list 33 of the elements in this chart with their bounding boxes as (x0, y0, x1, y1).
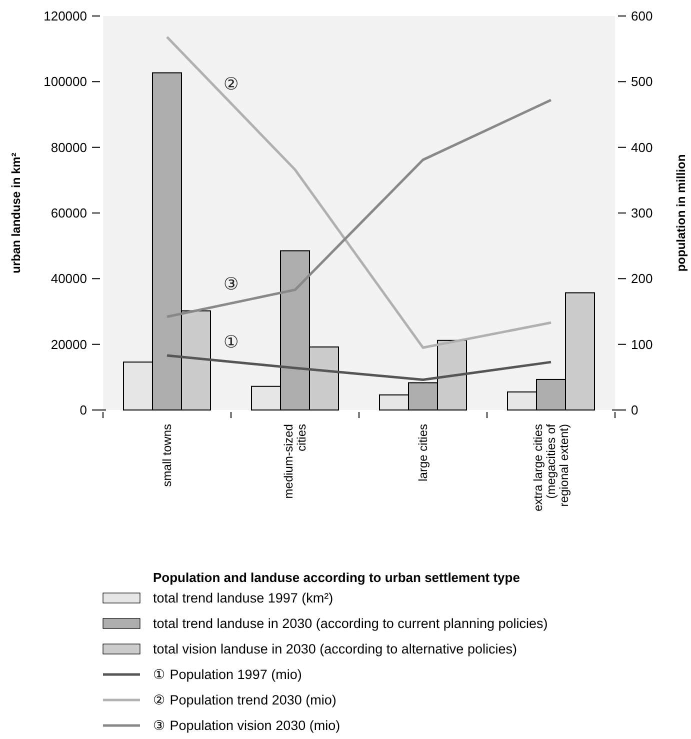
x-tick-label: large cities (416, 424, 430, 482)
line-series (166, 354, 552, 382)
legend-label: total trend landuse 1997 (km²) (153, 590, 334, 606)
y2-tick-label: 500 (631, 74, 653, 90)
y-axis-title: urban landuse in km² (9, 152, 23, 274)
y-tick-label: 0 (80, 402, 87, 418)
x-tick-label: medium-sized cities (282, 424, 308, 499)
line-series (166, 98, 552, 318)
y2-tick-label: 400 (631, 140, 653, 155)
annotation: ② (224, 74, 238, 94)
y-tick-label: 120000 (44, 8, 87, 24)
x-tick-label: extra large cities (megacities of regional extent) (531, 423, 571, 512)
y2-tick-label: 100 (631, 336, 653, 352)
y-tick-label: 100000 (44, 74, 87, 90)
y2-axis-title: population in million (674, 154, 688, 272)
y-tick-label: 60000 (50, 206, 87, 221)
y2-tick-label: 0 (631, 402, 638, 418)
legend-label: ① Population 1997 (mio) (153, 667, 302, 682)
legend-label: total vision landuse in 2030 (according to alternative policies) (153, 642, 517, 657)
annotation: ① (224, 332, 238, 352)
y2-tick-label: 600 (631, 8, 653, 24)
y-tick-label: 40000 (50, 271, 87, 286)
legend-label: ③ Population vision 2030 (mio) (153, 718, 340, 734)
x-tick-label: small towns (160, 424, 174, 487)
annotation: ③ (224, 274, 238, 294)
line-series (166, 36, 552, 349)
y-tick-label: 20000 (50, 336, 87, 352)
y2-tick-label: 300 (631, 206, 653, 221)
y-tick-label: 80000 (50, 140, 87, 155)
legend-label: ② Population trend 2030 (mio) (153, 692, 336, 708)
legend-label: total trend landuse in 2030 (according to current planning policies) (153, 616, 548, 632)
text: Population and landuse according to urban settlement type (153, 570, 520, 585)
y2-tick-label: 200 (631, 271, 653, 286)
